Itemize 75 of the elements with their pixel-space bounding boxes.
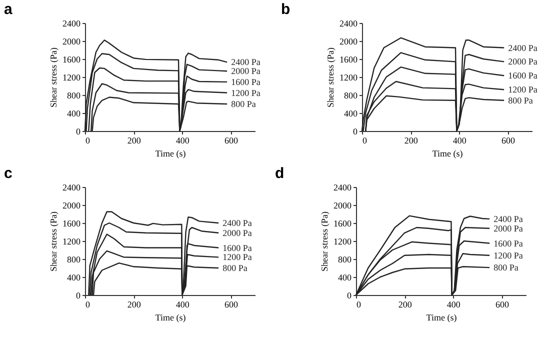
x-tick-label: 200 — [398, 300, 412, 310]
y-tick-label: 1600 — [62, 54, 81, 64]
y-tick-label: 2400 — [62, 182, 81, 192]
chart-title: d — [275, 165, 284, 182]
chart-title: c — [4, 165, 12, 182]
y-tick-label: 2000 — [334, 200, 352, 210]
y-tick-label: 1600 — [334, 218, 352, 228]
y-tick-label: 2400 — [340, 18, 358, 28]
y-tick-label: 1600 — [62, 218, 81, 228]
x-tick-label: 200 — [404, 136, 418, 146]
y-tick-label: 0 — [347, 290, 352, 300]
x-tick-label: 400 — [446, 300, 461, 310]
x-tick-label: 400 — [176, 300, 190, 310]
y-tick-label: 1600 — [340, 54, 358, 64]
y-tick-label: 800 — [338, 254, 352, 264]
series-label: 1600 Pa — [494, 238, 523, 248]
y-tick-label: 2000 — [62, 36, 81, 46]
series-label: 800 Pa — [494, 262, 518, 273]
series-label: 800 Pa — [231, 99, 256, 109]
x-tick-label: 400 — [452, 136, 467, 146]
x-tick-label: 600 — [224, 300, 238, 310]
series-label: 2400 Pa — [222, 218, 252, 228]
y-axis-title: Shear stress (Pa) — [48, 212, 58, 272]
series-label: 800 Pa — [508, 95, 533, 106]
y-tick-label: 400 — [67, 272, 81, 282]
y-tick-label: 1200 — [340, 72, 358, 82]
x-tick-label: 200 — [127, 300, 142, 310]
series-label: 1200 Pa — [508, 84, 538, 95]
series-label: 1200 Pa — [222, 252, 252, 262]
chart-title: a — [4, 1, 13, 18]
series-label: 1200 Pa — [231, 88, 260, 98]
x-axis-title: Time (s) — [155, 148, 186, 158]
y-tick-label: 1200 — [62, 236, 81, 246]
x-tick-label: 400 — [176, 136, 190, 146]
y-tick-label: 2000 — [340, 36, 358, 46]
y-tick-label: 800 — [67, 254, 81, 264]
series-label: 1600 Pa — [508, 70, 538, 81]
y-tick-label: 800 — [67, 90, 81, 100]
y-tick-label: 400 — [344, 108, 358, 118]
x-tick-label: 0 — [362, 136, 368, 146]
y-tick-label: 800 — [344, 90, 358, 100]
series-label: 2400 Pa — [508, 42, 538, 53]
series-label: 2400 Pa — [231, 57, 260, 68]
x-tick-label: 600 — [501, 136, 516, 146]
series-label: 2000 Pa — [231, 66, 260, 76]
x-tick-label: 0 — [86, 136, 90, 146]
series-label: 1600 Pa — [222, 242, 252, 253]
y-tick-label: 1200 — [334, 236, 352, 246]
y-tick-label: 0 — [76, 290, 81, 300]
x-axis-title: Time (s) — [432, 148, 463, 158]
series-label: 800 Pa — [222, 263, 248, 273]
series-label: 2000 Pa — [222, 228, 252, 238]
x-tick-label: 600 — [224, 136, 238, 146]
y-tick-label: 400 — [67, 108, 81, 118]
y-axis-title: Shear stress (Pa) — [326, 48, 336, 108]
x-tick-label: 600 — [495, 300, 510, 310]
y-axis-title: Shear stress (Pa) — [48, 48, 58, 108]
y-tick-label: 2400 — [62, 18, 81, 28]
y-tick-label: 0 — [76, 126, 81, 136]
y-tick-label: 1200 — [62, 72, 81, 82]
x-axis-title: Time (s) — [155, 312, 186, 322]
series-label: 1200 Pa — [494, 250, 523, 260]
y-axis-title: Shear stress (Pa) — [320, 212, 330, 272]
y-tick-label: 2000 — [62, 200, 81, 210]
x-tick-label: 200 — [127, 136, 142, 146]
y-tick-label: 2400 — [334, 182, 352, 192]
y-tick-label: 0 — [353, 126, 358, 136]
x-axis-title: Time (s) — [426, 312, 457, 322]
chart-title: b — [281, 1, 290, 18]
series-label: 1600 Pa — [231, 76, 260, 87]
y-tick-label: 400 — [338, 272, 352, 282]
series-label: 2400 Pa — [494, 214, 523, 224]
series-label: 2000 Pa — [494, 223, 523, 234]
series-label: 2000 Pa — [508, 56, 538, 67]
x-tick-label: 0 — [86, 300, 90, 310]
